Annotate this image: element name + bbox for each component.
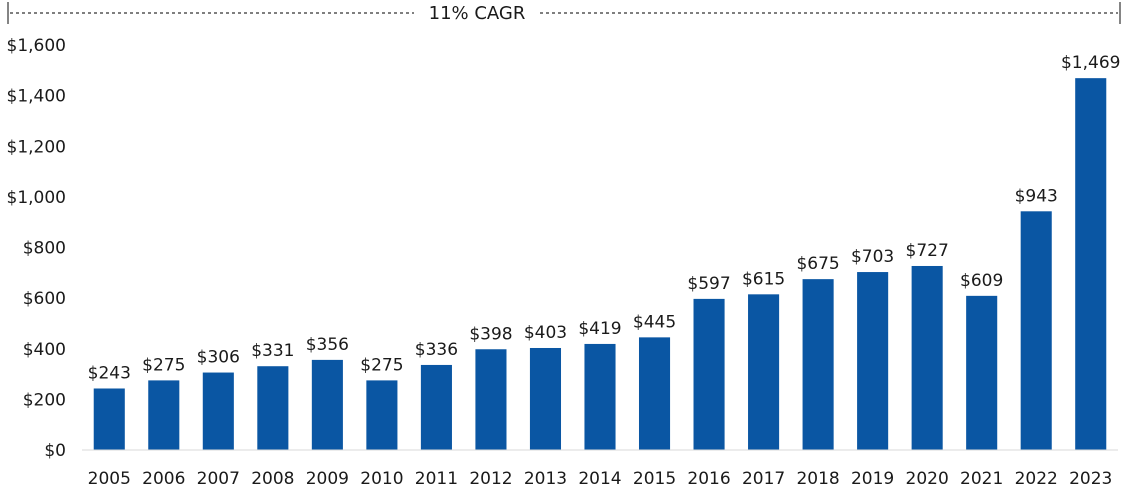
x-tick-label: 2013 (524, 469, 567, 489)
bar (911, 265, 943, 450)
y-tick-label: $1,400 (7, 87, 66, 107)
y-tick-label: $600 (23, 289, 66, 309)
x-tick-label: 2008 (251, 469, 294, 489)
bar (93, 388, 125, 450)
x-tick-label: 2006 (142, 469, 185, 489)
data-label: $275 (360, 355, 403, 375)
data-label: $243 (88, 363, 131, 383)
bar (529, 347, 562, 450)
data-label: $275 (142, 355, 185, 375)
bar (966, 295, 998, 450)
y-tick-label: $1,600 (7, 36, 66, 56)
y-tick-label: $1,000 (7, 188, 66, 208)
x-tick-label: 2010 (360, 469, 403, 489)
x-tick-label: 2021 (960, 469, 1003, 489)
bar (420, 364, 452, 450)
x-tick-label: 2016 (687, 469, 730, 489)
bar (857, 272, 889, 450)
data-label: $703 (851, 247, 894, 267)
y-tick-label: $800 (23, 239, 66, 259)
x-tick-label: 2015 (633, 469, 676, 489)
x-tick-label: 2014 (578, 469, 621, 489)
data-label: $398 (469, 324, 512, 344)
x-tick-label: 2011 (415, 469, 458, 489)
data-label: $609 (960, 271, 1003, 291)
x-tick-label: 2009 (306, 469, 349, 489)
bar (202, 372, 234, 450)
data-label: $306 (197, 348, 240, 368)
bars: $243 $275 $306 $331 $356 $275 $336 $398 $403 $419… (88, 53, 1120, 451)
bar (693, 298, 725, 450)
data-label: $403 (524, 323, 567, 343)
x-tick-label: 2007 (197, 469, 240, 489)
x-tick-label: 2023 (1069, 469, 1112, 489)
data-label: $356 (306, 335, 349, 355)
x-tick-label: 2020 (906, 469, 949, 489)
data-label: $615 (742, 269, 785, 289)
x-tick-label: 2005 (88, 469, 131, 489)
x-tick-label: 2019 (851, 469, 894, 489)
bar (148, 380, 180, 450)
data-label: $675 (796, 254, 839, 274)
data-label: $419 (578, 319, 621, 339)
cagr-bracket: 11% CAGR (7, 2, 1121, 24)
data-label: $336 (415, 340, 458, 360)
bar (311, 359, 343, 450)
y-tick-label: $400 (23, 340, 66, 360)
bar (584, 343, 616, 450)
data-label: $597 (687, 274, 730, 294)
data-label: $1,469 (1061, 53, 1120, 73)
x-tick-label: 2022 (1015, 469, 1058, 489)
x-tick-label: 2018 (796, 469, 839, 489)
data-label: $331 (251, 341, 294, 361)
y-axis: $0 $200 $400 $600 $800 $1,000 $1,200 $1,400 $1,6… (7, 36, 66, 461)
data-label: $727 (906, 241, 949, 261)
bar (802, 279, 834, 450)
bar (257, 366, 289, 450)
y-tick-label: $1,200 (7, 137, 66, 157)
x-tick-label: 2012 (469, 469, 512, 489)
bar (1020, 211, 1052, 450)
bar (748, 294, 780, 450)
cagr-label: 11% CAGR (429, 3, 526, 24)
bar (475, 349, 507, 450)
y-tick-label: $200 (23, 390, 66, 410)
bar (1075, 78, 1107, 451)
data-label: $943 (1015, 186, 1058, 206)
y-tick-label: $0 (44, 441, 66, 461)
bar (366, 380, 398, 450)
bar (638, 337, 671, 450)
x-tick-label: 2017 (742, 469, 785, 489)
data-label: $445 (633, 312, 676, 332)
x-axis: 2005 2006 2007 2008 2009 2010 2011 2012 2013 2014… (88, 469, 1113, 489)
